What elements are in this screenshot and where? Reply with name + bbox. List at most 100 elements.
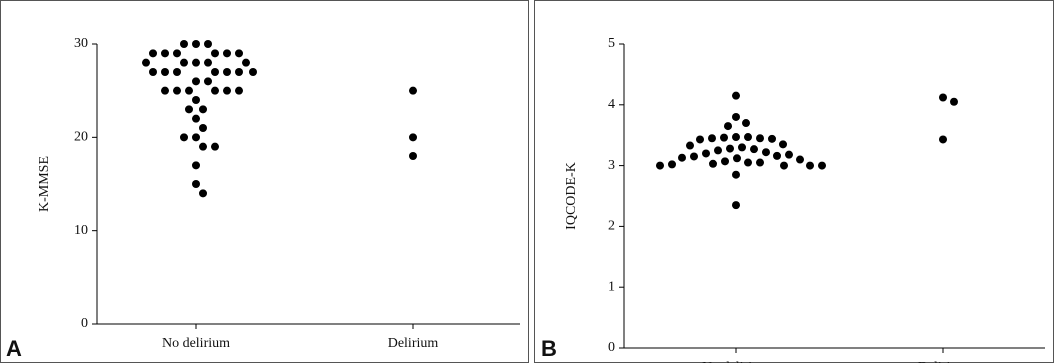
data-point [180, 58, 188, 67]
data-point [724, 122, 732, 131]
data-point [223, 68, 231, 76]
data-point [161, 49, 169, 58]
data-point [199, 142, 207, 151]
panel-frame [534, 0, 1054, 363]
y-tick-label: 3 [608, 158, 615, 173]
data-point [192, 77, 200, 86]
data-point [192, 58, 200, 67]
data-point [696, 135, 704, 144]
data-point [950, 97, 958, 106]
data-point [142, 58, 150, 67]
data-point [223, 49, 231, 58]
chart-b: 0 1 2 3 4 5 IQCODE-K B No delirium Delirium [541, 36, 1045, 363]
data-point [211, 86, 219, 95]
data-point [709, 159, 717, 168]
data-point [773, 151, 781, 160]
data-point [173, 86, 181, 95]
data-point [192, 96, 200, 104]
data-point [173, 49, 181, 58]
y-tick-label: 5 [608, 36, 615, 51]
data-point [192, 114, 200, 123]
data-point [690, 152, 698, 161]
data-point [939, 93, 947, 102]
data-point [686, 141, 694, 150]
y-tick-label: 4 [608, 97, 615, 112]
data-point [192, 40, 200, 48]
data-point [204, 58, 212, 67]
data-point [211, 142, 219, 151]
data-point [726, 144, 734, 153]
y-tick-label: 10 [74, 223, 88, 238]
data-point [732, 133, 740, 142]
data-point [235, 49, 243, 58]
data-point [738, 143, 746, 152]
data-point [173, 68, 181, 76]
data-point [199, 124, 207, 132]
y-axis-label: IQCODE-K [564, 162, 579, 230]
data-point [708, 134, 716, 143]
data-point [756, 134, 764, 143]
data-point [249, 68, 257, 76]
data-point [732, 91, 740, 100]
data-point [409, 152, 417, 160]
data-point [721, 157, 729, 166]
x-tick-label: No delirium [702, 360, 770, 363]
data-point [744, 158, 752, 167]
data-point [242, 58, 250, 67]
data-point [204, 77, 212, 86]
data-point [180, 133, 188, 142]
data-point [780, 161, 788, 170]
data-point [939, 135, 947, 144]
data-point [756, 158, 764, 167]
data-point [211, 49, 219, 58]
x-tick-label: Delirium [918, 360, 969, 363]
data-point [656, 161, 664, 170]
data-point [192, 133, 200, 142]
data-point [750, 145, 758, 154]
data-point [185, 86, 193, 95]
data-point [235, 86, 243, 95]
y-tick-label: 0 [608, 340, 615, 355]
y-axis-label: K-MMSE [37, 156, 52, 212]
data-point [211, 68, 219, 76]
data-point [762, 148, 770, 157]
data-point [185, 105, 193, 114]
y-tick-label: 20 [74, 130, 88, 145]
data-point [192, 180, 200, 188]
y-tick-label: 2 [608, 219, 615, 234]
data-point [732, 112, 740, 121]
data-point [161, 68, 169, 76]
y-tick-label: 1 [608, 279, 615, 294]
data-point [180, 40, 188, 48]
y-tick-label: 0 [81, 316, 88, 331]
data-point [744, 133, 752, 142]
data-point [199, 105, 207, 114]
data-point [714, 146, 722, 155]
data-point [779, 140, 787, 149]
x-tick-label: No delirium [162, 336, 230, 351]
data-point [204, 40, 212, 48]
panel-label: A [6, 336, 22, 361]
data-point [720, 133, 728, 142]
panel-frame [0, 0, 529, 363]
data-point [235, 68, 243, 76]
data-point [409, 133, 417, 142]
data-point [192, 161, 200, 170]
data-point [149, 49, 157, 58]
x-tick-label: Delirium [388, 336, 439, 351]
panel-label: B [541, 336, 557, 361]
data-point [806, 161, 814, 170]
data-point [732, 170, 740, 179]
data-point [732, 201, 740, 210]
data-point [702, 149, 710, 158]
data-point [678, 153, 686, 162]
data-point [409, 86, 417, 95]
data-point [796, 155, 804, 164]
data-point [818, 161, 826, 170]
data-point [668, 160, 676, 169]
data-point [161, 86, 169, 95]
data-point [223, 86, 231, 95]
data-point [199, 189, 207, 198]
data-point [149, 68, 157, 76]
